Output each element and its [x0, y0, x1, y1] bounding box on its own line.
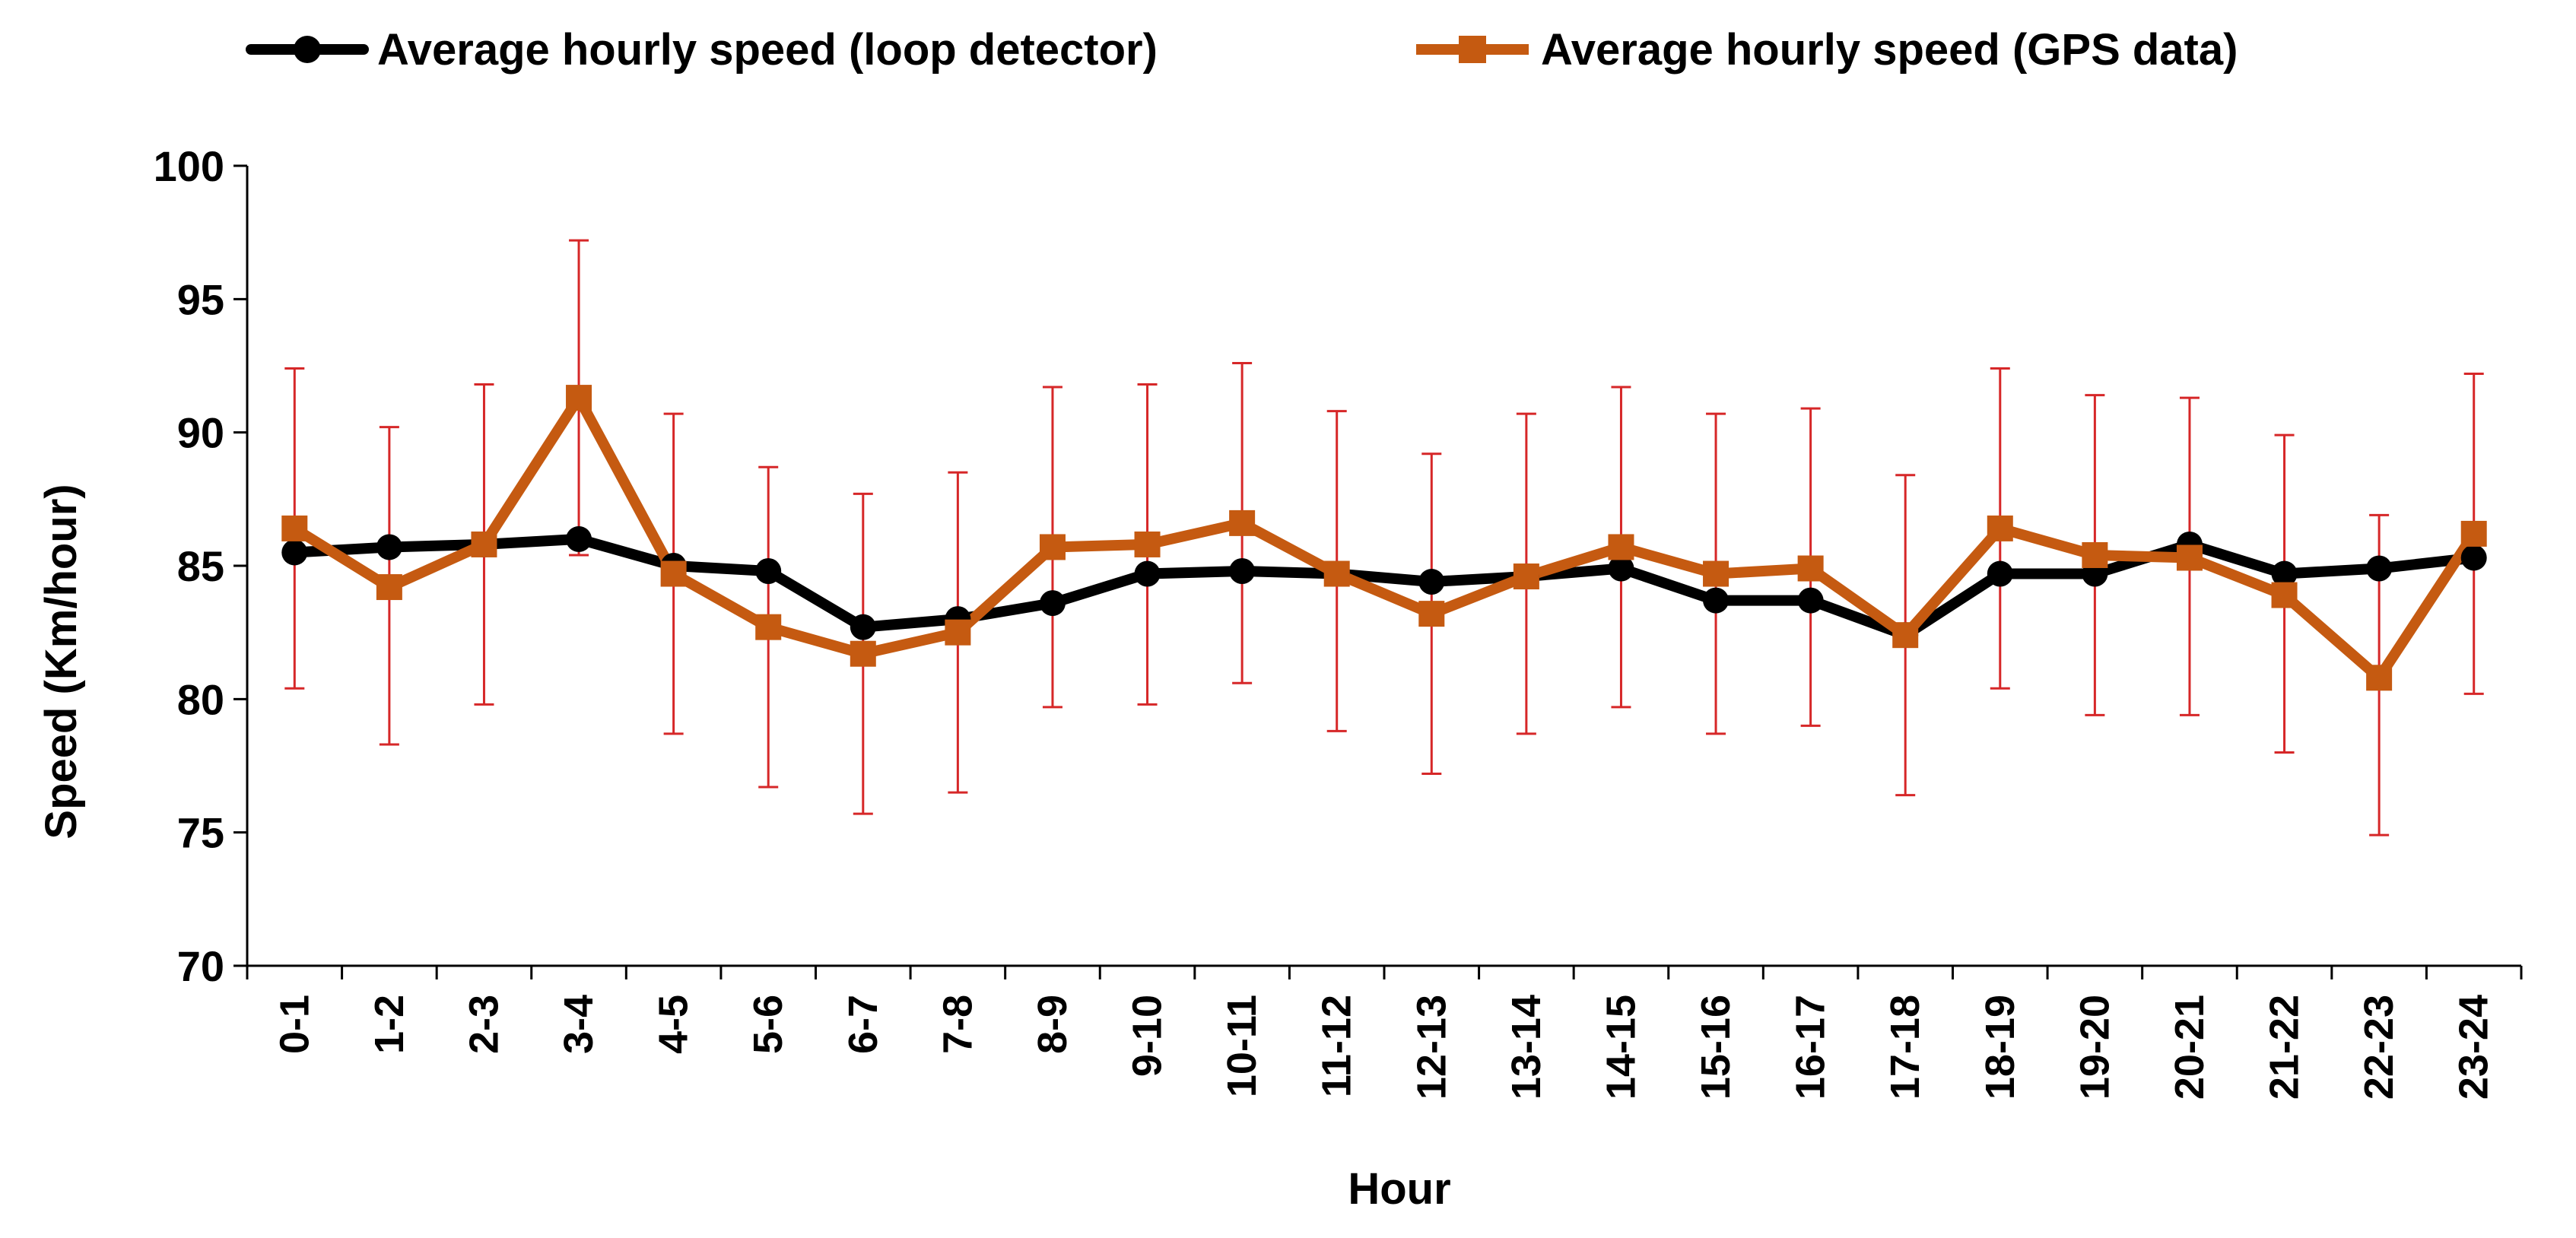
data-point-gps: [566, 385, 592, 411]
data-point-loop-detector: [1418, 569, 1445, 595]
x-axis-label: Hour: [1348, 1164, 1450, 1214]
x-tick-label: 17-18: [1882, 995, 1928, 1100]
data-point-gps: [1892, 622, 1919, 649]
x-tick-label: 2-3: [461, 995, 507, 1054]
data-point-gps: [755, 614, 782, 640]
legend-label-gps: Average hourly speed (GPS data): [1541, 25, 2238, 75]
x-tick-label: 18-19: [1977, 995, 2023, 1100]
legend: Average hourly speed (loop detector) Ave…: [246, 25, 2238, 75]
data-point-loop-detector: [1134, 560, 1161, 587]
x-ticks: 0-1 1-2 2-3 3-4 4-5 5-6 6-7 7-8 8-9 9-10 10-11 11-1…: [246, 966, 2523, 1100]
legend-swatch-gps-marker: [1459, 36, 1486, 63]
y-tick-label: 70: [177, 942, 224, 990]
x-tick-label: 5-6: [745, 995, 791, 1054]
series-markers: [281, 385, 2487, 691]
y-axis-label: Speed (Km/hour): [37, 484, 86, 839]
x-tick-label: 10-11: [1219, 995, 1265, 1097]
data-point-gps: [1608, 534, 1634, 560]
x-tick-label: 19-20: [2072, 995, 2117, 1100]
x-tick-label: 12-13: [1409, 995, 1454, 1100]
data-point-gps: [1229, 509, 1256, 536]
data-point-loop-detector: [1703, 587, 1730, 614]
data-point-gps: [471, 531, 497, 557]
data-point-loop-detector: [1608, 555, 1634, 582]
series-lines: [289, 392, 2479, 684]
data-point-loop-detector: [2366, 555, 2393, 582]
data-point-loop-detector: [281, 539, 308, 566]
data-point-gps: [1418, 601, 1445, 627]
data-point-loop-detector: [2460, 544, 2487, 571]
x-tick-label: 14-15: [1598, 995, 1644, 1100]
x-tick-label: 3-4: [556, 995, 602, 1054]
data-point-gps: [2366, 665, 2393, 691]
x-tick-label: 15-16: [1693, 995, 1739, 1100]
x-tick-label: 7-8: [935, 995, 980, 1054]
data-point-loop-detector: [566, 525, 592, 552]
data-point-loop-detector: [850, 614, 876, 640]
data-point-gps: [1513, 563, 1539, 590]
data-point-gps: [2271, 582, 2298, 608]
y-tick-label: 90: [177, 409, 224, 457]
x-tick-label: 16-17: [1788, 995, 1834, 1100]
data-point-gps: [376, 574, 402, 601]
x-tick-label: 1-2: [367, 995, 412, 1054]
data-point-loop-detector: [1229, 558, 1256, 585]
data-point-gps: [1039, 534, 1066, 560]
data-point-loop-detector: [755, 558, 782, 585]
data-point-gps: [1323, 560, 1350, 587]
data-point-gps: [2176, 544, 2203, 571]
series-line-gps: [289, 392, 2479, 684]
data-point-gps: [1703, 560, 1730, 587]
data-point-gps: [2082, 541, 2108, 568]
data-point-loop-detector: [2271, 560, 2298, 587]
x-tick-label: 9-10: [1125, 995, 1170, 1077]
data-point-gps: [2460, 520, 2487, 547]
x-tick-label: 6-7: [840, 995, 886, 1054]
data-point-gps: [1134, 531, 1161, 557]
y-tick-label: 75: [177, 809, 224, 857]
data-point-gps: [850, 640, 876, 667]
y-tick-label: 80: [177, 675, 224, 723]
x-tick-label: 13-14: [1504, 995, 1549, 1100]
x-tick-label: 21-22: [2262, 995, 2308, 1100]
y-tick-label: 95: [177, 275, 224, 323]
data-point-loop-detector: [1987, 560, 2013, 587]
legend-swatch-loop-marker: [294, 36, 321, 63]
y-ticks: 70 75 80 85 90 95 100: [154, 142, 247, 990]
x-tick-label: 8-9: [1030, 995, 1075, 1054]
series-line-loop-detector: [289, 533, 2479, 641]
data-point-gps: [281, 515, 308, 541]
y-tick-label: 85: [177, 542, 224, 590]
data-point-gps: [1987, 515, 2013, 541]
x-tick-label: 0-1: [272, 995, 317, 1054]
x-tick-label: 22-23: [2356, 995, 2402, 1100]
x-tick-label: 4-5: [651, 995, 697, 1054]
data-point-loop-detector: [1039, 590, 1066, 617]
x-tick-label: 23-24: [2451, 995, 2497, 1100]
x-tick-label: 20-21: [2167, 995, 2212, 1100]
legend-label-loop: Average hourly speed (loop detector): [377, 25, 1158, 75]
y-tick-label: 100: [154, 142, 224, 190]
data-point-loop-detector: [1797, 587, 1824, 614]
data-point-loop-detector: [376, 534, 402, 560]
data-point-gps: [1797, 555, 1824, 582]
error-bars: [284, 239, 2484, 836]
x-tick-label: 11-12: [1314, 995, 1360, 1097]
data-point-gps: [660, 560, 687, 587]
data-point-gps: [945, 619, 971, 646]
